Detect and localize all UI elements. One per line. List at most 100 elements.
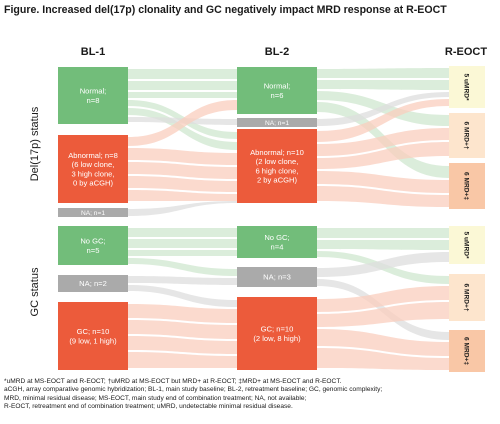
node-d-bl2-abn: Abnormal; n=10 (2 low clone, 6 high clone,… — [237, 129, 317, 203]
sankey-flow — [128, 276, 237, 285]
sankey-flow — [317, 228, 449, 238]
sankey-flow — [317, 252, 449, 277]
node-label: Abnormal; n=8 (6 low clone, 3 high clone, 0… — [68, 151, 118, 188]
node-label-line: Abnormal; n=8 — [68, 151, 118, 160]
node-label-line: 3 high clone, — [71, 169, 114, 178]
sankey-flow — [317, 240, 449, 250]
node-box — [449, 274, 485, 321]
sankey-flow — [317, 286, 449, 312]
footnote-line: MRD, minimal residual disease; MS-EOCT, … — [4, 394, 307, 402]
node-d-bl2-na: NA; n=1 — [237, 118, 317, 127]
node-label-line: n=5 — [87, 246, 100, 255]
column-header-reoct: R-EOCT — [445, 46, 487, 58]
sankey-flow — [317, 348, 449, 370]
sankey-flow — [128, 69, 237, 79]
node-label: Abnormal; n=10 (2 low clone, 6 high clone,… — [250, 148, 304, 185]
footnote-line: R-EOCT, retreatment end of combination t… — [4, 403, 293, 411]
node-box — [237, 226, 317, 258]
sankey-flow — [128, 81, 237, 90]
node-label-line: (2 low clone, — [256, 157, 299, 166]
sankey-flow — [128, 190, 237, 201]
sankey-flow — [128, 148, 237, 165]
sankey-flow — [317, 68, 449, 78]
sankey-flow — [128, 258, 237, 276]
node-label-line: NA; n=2 — [79, 279, 107, 288]
node-label-line: n=8 — [87, 96, 100, 105]
sankey-flow — [128, 201, 237, 216]
node-d-bl1-normal: Normal; n=8 — [58, 67, 128, 124]
node-label-line: (6 low clone, — [72, 160, 115, 169]
node-label: NA; n=1 — [265, 120, 289, 127]
node-label: 6 MRD+† — [463, 121, 470, 149]
node-label: No GC; n=4 — [264, 233, 289, 251]
sankey-flow — [317, 80, 449, 90]
sankey-flow — [317, 186, 449, 207]
node-label-line: (2 low, 8 high) — [253, 334, 301, 343]
node-d-r-mrd-ms: 6 MRD+† — [449, 113, 485, 158]
sankey-flow — [128, 285, 237, 307]
node-label: GC; n=10 (2 low, 8 high) — [253, 325, 301, 343]
node-box — [237, 67, 317, 114]
node-box — [58, 226, 128, 265]
node-label-line: 6 MRD+† — [463, 121, 470, 149]
node-g-bl2-nogc: No GC; n=4 — [237, 226, 317, 258]
node-d-bl2-normal: Normal; n=6 — [237, 67, 317, 114]
node-label-line: Normal; — [264, 82, 291, 91]
node-label: 6 MRD+‡ — [463, 337, 470, 365]
node-box — [58, 208, 128, 217]
node-label-line: No GC; — [80, 237, 105, 246]
node-label-line: 5 uMRD* — [463, 73, 470, 101]
section-label-gc: GC status — [29, 267, 41, 316]
node-label: 6 MRD+‡ — [463, 172, 470, 200]
node-label-line: GC; n=10 — [261, 325, 294, 334]
sankey-flow — [128, 162, 237, 179]
column-header-bl2: BL-2 — [265, 46, 289, 58]
node-box — [237, 297, 317, 370]
sankey-flow — [317, 171, 449, 193]
sankey-flow — [128, 352, 237, 368]
node-g-r-umrd: 5 uMRD* — [449, 226, 485, 264]
node-d-r-mrd: 6 MRD+‡ — [449, 163, 485, 209]
node-box — [449, 163, 485, 209]
node-label-line: GC; n=10 — [77, 327, 110, 336]
node-d-bl1-abn: Abnormal; n=8 (6 low clone, 3 high clone, 0… — [58, 135, 128, 203]
node-box — [449, 66, 485, 108]
node-label-line: 0 by aCGH) — [73, 179, 114, 188]
sankey-flow — [317, 302, 449, 327]
sankey-flow — [317, 142, 449, 169]
node-label: 5 uMRD* — [463, 231, 470, 259]
node-box — [237, 267, 317, 287]
footnotes: *uMRD at MS-EOCT and R-EOCT; †uMRD at MS… — [4, 378, 496, 412]
sankey-flow — [128, 228, 237, 237]
node-g-bl1-gc: GC; n=10 (9 low, 1 high) — [58, 302, 128, 370]
node-g-bl1-nogc: No GC; n=5 — [58, 226, 128, 265]
node-label-line: NA; n=3 — [263, 273, 291, 282]
sankey-flow — [128, 320, 237, 339]
node-box — [58, 135, 128, 203]
node-d-r-umrd: 5 uMRD* — [449, 66, 485, 108]
sankey-flow — [317, 329, 449, 356]
node-label: 6 MRD+† — [463, 283, 470, 311]
node-label: NA; n=2 — [79, 279, 107, 288]
node-box — [449, 330, 485, 372]
node-label-line: 2 by aCGH) — [257, 176, 298, 185]
node-label-line: 6 high clone, — [255, 166, 298, 175]
node-label: NA; n=3 — [263, 273, 291, 282]
sankey-flow — [128, 239, 237, 248]
node-label-line: NA; n=1 — [265, 120, 289, 127]
footnote-line: aCGH, array comparative genomic hybridiz… — [4, 386, 383, 394]
node-box — [237, 118, 317, 127]
node-g-r-mrd-ms: 6 MRD+† — [449, 274, 485, 321]
sankey-flow — [128, 176, 237, 192]
node-label-line: No GC; — [264, 233, 289, 242]
footnote-line: *uMRD at MS-EOCT and R-EOCT; †uMRD at MS… — [4, 378, 342, 385]
node-label: No GC; n=5 — [80, 237, 105, 255]
node-label-line: NA; n=1 — [81, 210, 105, 217]
section-label-del17p: Del(17p) status — [29, 106, 41, 181]
sankey-flow — [317, 99, 449, 142]
node-d-bl1-na: NA; n=1 — [58, 208, 128, 217]
sankey-flow — [128, 92, 237, 98]
node-label: Normal; n=6 — [264, 82, 291, 100]
